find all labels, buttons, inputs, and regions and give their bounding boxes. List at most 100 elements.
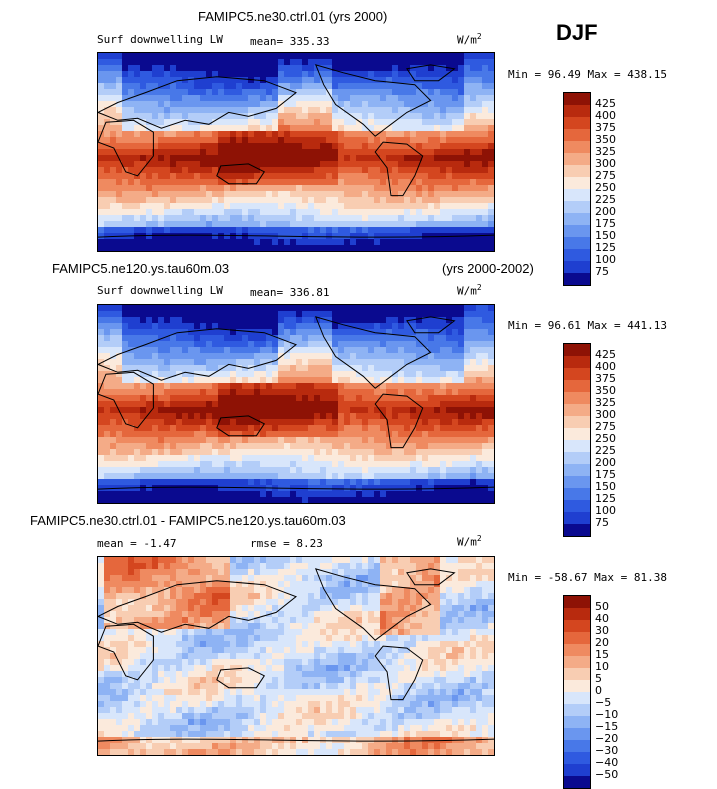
colorbar-level-label: 0 — [595, 684, 602, 697]
panel1-mean-value: 335.33 — [289, 35, 330, 48]
colorbar-swatch — [564, 392, 590, 404]
colorbar-swatch — [564, 692, 590, 704]
colorbar-level-label: 125 — [595, 241, 616, 254]
colorbar-level-label: 15 — [595, 648, 609, 661]
colorbar-swatch — [564, 668, 590, 680]
coastline-path — [314, 316, 432, 389]
coastline-path — [98, 328, 298, 381]
panel3-mean-label: mean = — [97, 537, 137, 550]
colorbar-swatch — [564, 644, 590, 656]
colorbar-swatch — [564, 500, 590, 512]
colorbar-swatch — [564, 464, 590, 476]
colorbar-level-label: 250 — [595, 181, 616, 194]
colorbar-swatch — [564, 273, 590, 285]
panel3-max-label: Max = — [594, 571, 628, 584]
colorbar-level-label: 125 — [595, 492, 616, 505]
colorbar-level-label: 100 — [595, 253, 616, 266]
colorbar-level-label: 350 — [595, 133, 616, 146]
panel1-variable: Surf downwelling LW — [97, 33, 223, 46]
coastlines — [98, 316, 494, 490]
colorbar-level-label: −5 — [595, 696, 612, 709]
coastline-path — [98, 623, 154, 681]
panel3-colorbar — [563, 595, 591, 789]
colorbar-swatch — [564, 356, 590, 368]
colorbar-swatch — [564, 93, 590, 105]
colorbar-swatch — [564, 728, 590, 740]
colorbar-swatch — [564, 752, 590, 764]
panel3-mean-value: -1.47 — [143, 537, 177, 550]
colorbar-swatch — [564, 344, 590, 356]
colorbar-level-label: 20 — [595, 636, 609, 649]
colorbar-level-label: 10 — [595, 660, 609, 673]
season-label: DJF — [556, 20, 598, 45]
panel1-max-value: 438.15 — [627, 68, 667, 81]
colorbar-swatch — [564, 141, 590, 153]
colorbar-swatch — [564, 656, 590, 668]
coastline-path — [98, 76, 298, 129]
colorbar-level-label: −15 — [595, 720, 619, 733]
panel3-map — [97, 556, 495, 756]
panel2-min-value: 96.61 — [547, 319, 581, 332]
colorbar-swatch — [564, 153, 590, 165]
colorbar-swatch — [564, 488, 590, 500]
panel1-mean-label: mean= — [250, 35, 284, 48]
colorbar-level-label: 40 — [595, 612, 609, 625]
colorbar-swatch — [564, 261, 590, 273]
colorbar-swatch — [564, 117, 590, 129]
colorbar-level-label: 5 — [595, 672, 602, 685]
coastlines — [98, 64, 494, 238]
colorbar-swatch — [564, 440, 590, 452]
colorbar-level-label: −50 — [595, 768, 619, 781]
colorbar-swatch — [564, 249, 590, 261]
colorbar-level-label: 375 — [595, 121, 616, 134]
colorbar-level-label: −20 — [595, 732, 619, 745]
coastline-path — [216, 163, 266, 185]
panel2-colorbar — [563, 343, 591, 537]
coastline-path — [406, 64, 456, 82]
colorbar-level-label: 400 — [595, 360, 616, 373]
colorbar-swatch — [564, 368, 590, 380]
colorbar-swatch — [564, 129, 590, 141]
colorbar-level-label: 275 — [595, 169, 616, 182]
colorbar-level-label: 375 — [595, 372, 616, 385]
colorbar-level-label: 175 — [595, 468, 616, 481]
coastline-path — [314, 64, 432, 137]
colorbar-swatch — [564, 213, 590, 225]
colorbar-swatch — [564, 177, 590, 189]
colorbar-level-label: 300 — [595, 408, 616, 421]
colorbar-level-label: 400 — [595, 109, 616, 122]
panel3-max-value: 81.38 — [633, 571, 667, 584]
panel2-years: (yrs 2000-2002) — [442, 261, 534, 276]
panel2-map — [97, 304, 495, 504]
coastline-path — [374, 393, 424, 449]
panel2-min-label: Min = — [508, 319, 542, 332]
panel3-title: FAMIPC5.ne30.ctrl.01 - FAMIPC5.ne120.ys.… — [30, 513, 346, 528]
map-field — [98, 557, 494, 755]
colorbar-swatch — [564, 596, 590, 608]
colorbar-level-label: 200 — [595, 456, 616, 469]
coastline-path — [374, 141, 424, 197]
panel2-mean-label: mean= — [250, 286, 284, 299]
colorbar-level-label: 150 — [595, 480, 616, 493]
colorbar-level-label: −30 — [595, 744, 619, 757]
colorbar-level-label: 30 — [595, 624, 609, 637]
colorbar-swatch — [564, 512, 590, 524]
colorbar-swatch — [564, 524, 590, 536]
colorbar-level-label: 325 — [595, 145, 616, 158]
panel3-units: W/m2 — [457, 534, 482, 549]
colorbar-level-label: 50 — [595, 600, 609, 613]
colorbar-swatch — [564, 165, 590, 177]
coastlines — [98, 568, 494, 742]
panel3-rmse-label: rmse = — [250, 537, 290, 550]
panel2-max-label: Max = — [587, 319, 621, 332]
panel1-units: W/m2 — [457, 32, 482, 47]
colorbar-level-label: 225 — [595, 444, 616, 457]
colorbar-level-label: 350 — [595, 384, 616, 397]
panel3-rmse-value: 8.23 — [296, 537, 323, 550]
panel1-title: FAMIPC5.ne30.ctrl.01 (yrs 2000) — [198, 9, 388, 24]
antarctica-coast — [98, 234, 494, 238]
coastline-path — [216, 415, 266, 437]
colorbar-level-label: 225 — [595, 193, 616, 206]
coastline-path — [406, 316, 456, 334]
colorbar-level-label: 175 — [595, 217, 616, 230]
